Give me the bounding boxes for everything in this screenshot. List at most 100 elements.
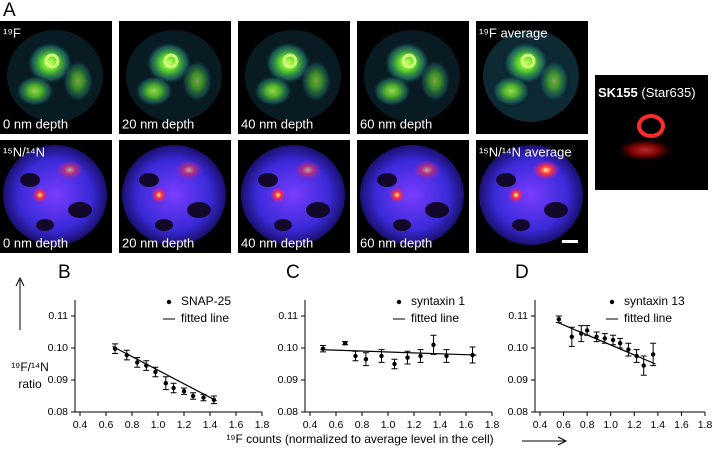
cell xyxy=(479,145,583,245)
y-tick-label: 0.10 xyxy=(278,342,299,354)
legend-label: fitted line xyxy=(181,311,229,325)
ring xyxy=(401,53,417,69)
point xyxy=(556,317,562,322)
ring xyxy=(282,53,298,69)
point xyxy=(153,369,158,375)
cell-signal xyxy=(300,59,332,103)
image-tag: ¹⁵N/¹⁴N xyxy=(3,144,45,159)
legend-label: fitted line xyxy=(411,311,459,325)
y-tick-label: 0.08 xyxy=(48,406,69,418)
cell-signal xyxy=(383,41,431,85)
cell-signal xyxy=(62,59,94,103)
x-tick-label: 1.4 xyxy=(203,419,218,431)
panel-label: A xyxy=(3,0,16,21)
point xyxy=(650,352,656,357)
ring xyxy=(44,53,60,69)
y-tick-label: 0.10 xyxy=(508,342,529,354)
x-tick-label: 1.8 xyxy=(485,419,500,431)
point xyxy=(602,336,608,341)
image-panel xyxy=(238,140,350,253)
image-tag: ¹⁹F xyxy=(3,25,21,40)
point xyxy=(135,360,140,365)
hot xyxy=(175,160,203,180)
point xyxy=(392,361,397,367)
x-tick-label: 1.2 xyxy=(177,419,192,431)
x-tick-label: 0.4 xyxy=(73,419,88,431)
point xyxy=(171,385,176,391)
point xyxy=(201,395,206,400)
x-tick-label: 1.0 xyxy=(603,419,618,431)
scale-bar xyxy=(562,240,578,243)
image-caption: 0 nm depth xyxy=(3,116,68,131)
point xyxy=(431,342,436,347)
cell xyxy=(3,145,107,245)
y-tick-label: 0.08 xyxy=(508,406,529,418)
point xyxy=(379,353,384,359)
y-tick-label: 0.11 xyxy=(48,310,68,322)
hole xyxy=(187,202,211,218)
stain-name: SK155 xyxy=(598,85,638,100)
x-tick-label: 0.6 xyxy=(99,419,114,431)
stain-signal xyxy=(615,138,675,162)
legend-label: fitted line xyxy=(624,311,672,325)
image-panel xyxy=(0,140,112,253)
x-tick-label: 1.8 xyxy=(698,419,712,431)
hot xyxy=(270,187,286,203)
point xyxy=(405,355,410,360)
point xyxy=(444,353,449,359)
stain-label: SK155 (Star635) xyxy=(598,85,696,100)
x-tick-label: 0.6 xyxy=(329,419,344,431)
hot xyxy=(32,187,48,203)
image-panel xyxy=(238,21,350,134)
point xyxy=(163,381,168,386)
legend-dot xyxy=(609,299,615,305)
legend-dot xyxy=(166,299,172,305)
hole xyxy=(68,202,92,218)
x-tick-label: 1.6 xyxy=(459,419,474,431)
point xyxy=(418,353,423,359)
stain-signal xyxy=(637,114,665,138)
point xyxy=(626,347,631,352)
hot xyxy=(508,187,524,203)
image-panel xyxy=(476,140,588,253)
image-caption: 20 nm depth xyxy=(122,235,194,250)
point xyxy=(190,393,196,399)
image-tag: ¹⁹F average xyxy=(479,25,547,40)
hole xyxy=(20,173,40,187)
point xyxy=(363,357,369,362)
cell-signal xyxy=(181,59,213,103)
ring xyxy=(520,53,536,69)
hot xyxy=(389,187,405,203)
y-arrow-head xyxy=(15,276,25,287)
point xyxy=(342,341,348,346)
x-tick-label: 1.6 xyxy=(229,419,244,431)
y-tick-label: 0.11 xyxy=(278,310,298,322)
image-panel xyxy=(357,21,469,134)
hole xyxy=(496,173,516,187)
hole xyxy=(36,219,54,231)
stain-dye: (Star635) xyxy=(641,85,695,100)
legend-dot xyxy=(396,299,402,305)
image-caption: 20 nm depth xyxy=(122,116,194,131)
cell-signal xyxy=(419,59,451,103)
image-caption: 0 nm depth xyxy=(3,235,68,250)
chart-label: D xyxy=(515,262,529,283)
hole xyxy=(306,202,330,218)
cell xyxy=(241,145,345,245)
point xyxy=(181,389,187,394)
hole xyxy=(425,202,449,218)
x-tick-label: 1.6 xyxy=(674,419,689,431)
x-tick-label: 0.8 xyxy=(580,419,595,431)
legend-label: SNAP-25 xyxy=(181,294,231,308)
image-caption: 40 nm depth xyxy=(241,116,313,131)
cell-signal xyxy=(538,59,570,103)
hole xyxy=(512,219,530,231)
hole xyxy=(139,173,159,187)
point xyxy=(610,337,616,343)
x-tick-label: 0.4 xyxy=(533,419,548,431)
fit-line xyxy=(557,321,656,365)
hole xyxy=(258,173,278,187)
cell-signal xyxy=(145,41,193,85)
image-tag: ¹⁵N/¹⁴N average xyxy=(479,144,572,159)
cell-signal xyxy=(253,75,293,107)
